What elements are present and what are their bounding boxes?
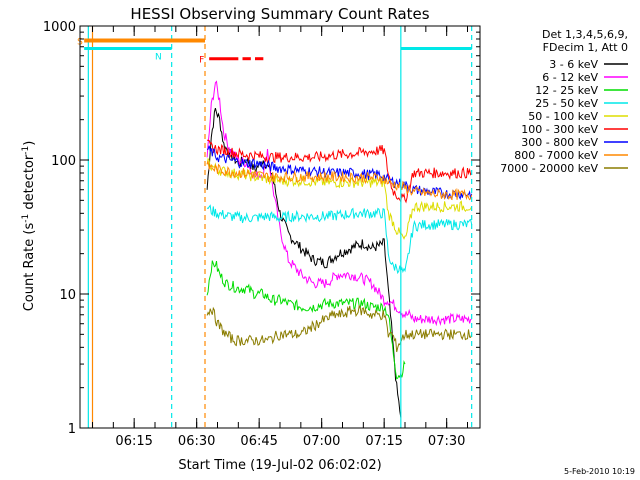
series-line-6 xyxy=(207,145,473,201)
legend-label: 7000 - 20000 keV xyxy=(500,162,598,175)
y-axis-label-superscript: -1 xyxy=(21,214,31,223)
legend-header: FDecim 1, Att 0 xyxy=(543,41,628,54)
legend-label: 25 - 50 keV xyxy=(535,97,598,110)
x-tick-label: 06:15 xyxy=(115,434,152,449)
legend-label: 800 - 7000 keV xyxy=(514,149,598,162)
axes: 1 10 100 1000 06:15 06:30 06:45 07:00 07:15 07:30 xyxy=(43,20,481,449)
series-line-3 xyxy=(206,204,473,275)
y-tick-label: 1 xyxy=(68,422,76,437)
y-tick-label: 10 xyxy=(59,288,76,303)
y-tick-label: 1000 xyxy=(43,20,76,35)
y-tick-label: 100 xyxy=(51,154,76,169)
night-flag-label: N xyxy=(155,52,162,62)
y-axis-label-text: Count Rate (s xyxy=(22,223,37,312)
series-line-2 xyxy=(206,260,406,380)
legend-label: 3 - 6 keV xyxy=(549,58,598,71)
series-line-7 xyxy=(206,161,473,201)
series-line-8 xyxy=(206,304,473,353)
legend-label: 6 - 12 keV xyxy=(542,71,598,84)
chart-title: HESSI Observing Summary Count Rates xyxy=(130,5,429,23)
x-tick-label: 07:15 xyxy=(365,434,402,449)
x-tick-label: 06:45 xyxy=(240,434,277,449)
legend-header: Det 1,3,4,5,6,9, xyxy=(542,28,628,41)
y-axis-label-text: ) xyxy=(22,141,37,146)
series-line-4 xyxy=(206,157,473,240)
plot-area: SN F xyxy=(77,26,473,428)
flare-flag-label: F xyxy=(199,56,204,66)
x-tick-label: 07:30 xyxy=(428,434,465,449)
legend: Det 1,3,4,5,6,9,FDecim 1, Att 0 3 - 6 keV… xyxy=(500,28,628,175)
legend-label: 300 - 800 keV xyxy=(521,136,598,149)
x-tick-label: 07:00 xyxy=(303,434,340,449)
y-axis-label-superscript: -1 xyxy=(21,146,31,155)
x-axis-label: Start Time (19-Jul-02 06:02:02) xyxy=(178,458,381,473)
legend-label: 50 - 100 keV xyxy=(528,110,598,123)
legend-label: 12 - 25 keV xyxy=(535,84,598,97)
series-line-1 xyxy=(206,80,472,327)
x-tick-label: 06:30 xyxy=(178,434,215,449)
series-line-0 xyxy=(206,107,402,418)
legend-label: 100 - 300 keV xyxy=(521,123,598,136)
series-line-5 xyxy=(206,139,473,204)
y-axis-label: Count Rate (s-1 detector-1) xyxy=(21,141,37,312)
y-axis-label-text: detector xyxy=(22,154,37,214)
datestamp: 5-Feb-2010 10:19 xyxy=(564,467,635,476)
